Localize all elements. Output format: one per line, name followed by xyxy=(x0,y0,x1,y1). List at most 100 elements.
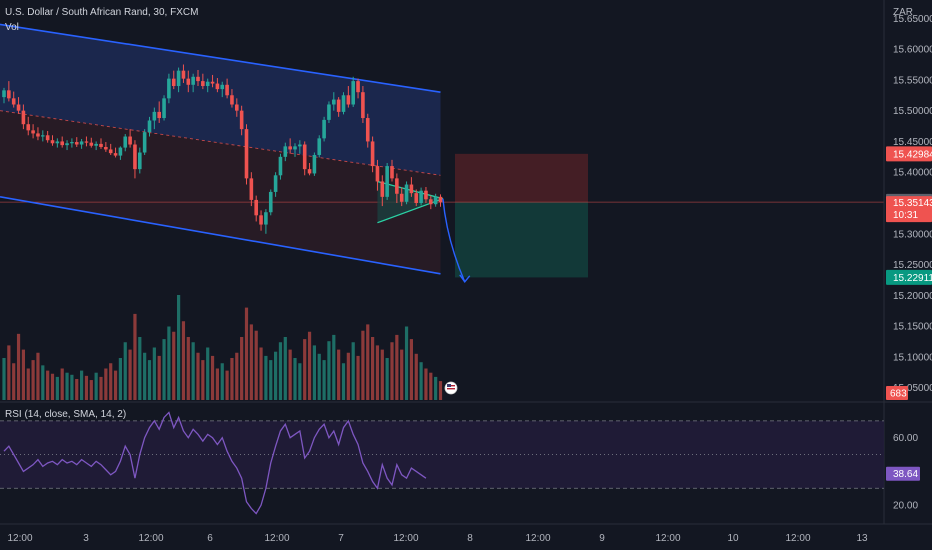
candle-body xyxy=(298,144,302,147)
volume-bar xyxy=(210,355,215,400)
candle-body xyxy=(99,143,103,147)
symbol-title: U.S. Dollar / South African Rand, 30, FX… xyxy=(5,7,199,18)
candle-body xyxy=(336,99,341,112)
volume-bar xyxy=(147,360,152,400)
channel-lower-line xyxy=(0,196,441,275)
volume-bar xyxy=(109,363,113,400)
volume-bar xyxy=(167,326,171,400)
candle-body xyxy=(225,84,229,96)
candle-body xyxy=(235,104,239,111)
volume-bar xyxy=(235,352,239,400)
volume-bar xyxy=(143,352,147,400)
volume-bar xyxy=(31,360,35,400)
candle-body xyxy=(278,156,283,176)
candle-body xyxy=(414,193,419,203)
volume-bar xyxy=(99,376,103,400)
volume-bar xyxy=(274,351,278,400)
volume-bar xyxy=(317,353,321,400)
candle-body xyxy=(375,166,380,182)
volume-bar xyxy=(201,360,205,400)
candle-body xyxy=(123,136,128,148)
time-axis-label: 9 xyxy=(599,533,605,544)
volume-bar xyxy=(80,370,84,400)
candle-body xyxy=(45,135,50,141)
volume-bar xyxy=(113,370,118,400)
volume-bar xyxy=(429,372,433,400)
candle-body xyxy=(2,90,6,98)
price-tick-label: 15.55000 xyxy=(893,75,932,86)
volume-bar xyxy=(104,368,108,400)
candle-body xyxy=(283,146,288,157)
price-tick-label: 15.25000 xyxy=(893,260,932,271)
price-tick-label: 15.30000 xyxy=(893,229,932,240)
price-tick-label: 15.65000 xyxy=(893,14,932,25)
volume-bar xyxy=(244,307,249,400)
volume-badge: 683 xyxy=(890,389,907,400)
time-axis-label: 13 xyxy=(856,533,868,544)
rsi-tick-label: 20.00 xyxy=(893,501,918,512)
volume-bar xyxy=(133,313,137,400)
candle-body xyxy=(162,98,166,119)
candle-body xyxy=(171,78,176,87)
candle-body xyxy=(79,141,84,145)
volume-bar xyxy=(240,337,244,400)
volume-bar xyxy=(41,365,45,400)
candle-body xyxy=(11,98,16,105)
volume-bar xyxy=(2,358,6,400)
rsi-label: RSI (14, close, SMA, 14, 2) xyxy=(5,409,127,420)
candle-body xyxy=(196,76,200,82)
volume-bar xyxy=(55,376,59,400)
volume-bar xyxy=(395,334,399,400)
candle-body xyxy=(176,70,181,87)
candle-body xyxy=(365,118,370,142)
volume-bar xyxy=(303,339,307,400)
volume-bar xyxy=(414,353,418,400)
candle-body xyxy=(293,146,297,150)
candle-body xyxy=(361,92,365,119)
volume-bar xyxy=(346,352,350,400)
current-price-badge: 15.35143 xyxy=(893,198,932,209)
volume-bar xyxy=(404,326,409,400)
candle-body xyxy=(89,142,94,146)
volume-bar xyxy=(75,379,79,400)
candle-body xyxy=(429,199,433,205)
currency-label: ZAR xyxy=(893,7,913,18)
candle-body xyxy=(55,141,60,144)
volume-bar xyxy=(249,324,253,400)
volume-bar xyxy=(84,375,89,400)
candle-body xyxy=(438,196,443,203)
volume-bar xyxy=(225,370,229,400)
candle-body xyxy=(230,95,234,105)
volume-bar xyxy=(327,341,331,400)
price-tick-label: 15.20000 xyxy=(893,291,932,302)
volume-bar xyxy=(215,368,219,400)
candle-body xyxy=(346,95,351,105)
candle-body xyxy=(201,81,205,87)
rsi-line xyxy=(3,411,427,515)
volume-bar xyxy=(191,342,195,400)
volume-bar xyxy=(128,349,132,400)
candle-body xyxy=(215,83,220,90)
time-axis-label: 12:00 xyxy=(655,533,680,544)
candle-body xyxy=(36,133,40,137)
candle-body xyxy=(70,142,74,144)
stop-loss-zone xyxy=(455,153,588,203)
time-axis-label: 12:00 xyxy=(785,533,810,544)
candle-body xyxy=(317,138,322,155)
candle-body xyxy=(370,141,375,167)
volume-bar xyxy=(341,363,346,400)
volume-bar xyxy=(356,355,360,400)
candle-body xyxy=(239,110,244,130)
volume-bar xyxy=(123,342,127,400)
volume-label: Vol xyxy=(5,22,19,33)
volume-bar xyxy=(337,349,341,400)
volume-bar xyxy=(312,345,316,400)
candle-body xyxy=(205,81,210,87)
candle-body xyxy=(380,181,385,197)
candle-body xyxy=(138,152,142,170)
volume-bar xyxy=(400,349,404,400)
volume-bar xyxy=(157,355,161,400)
price-tick-label: 15.15000 xyxy=(893,322,932,333)
